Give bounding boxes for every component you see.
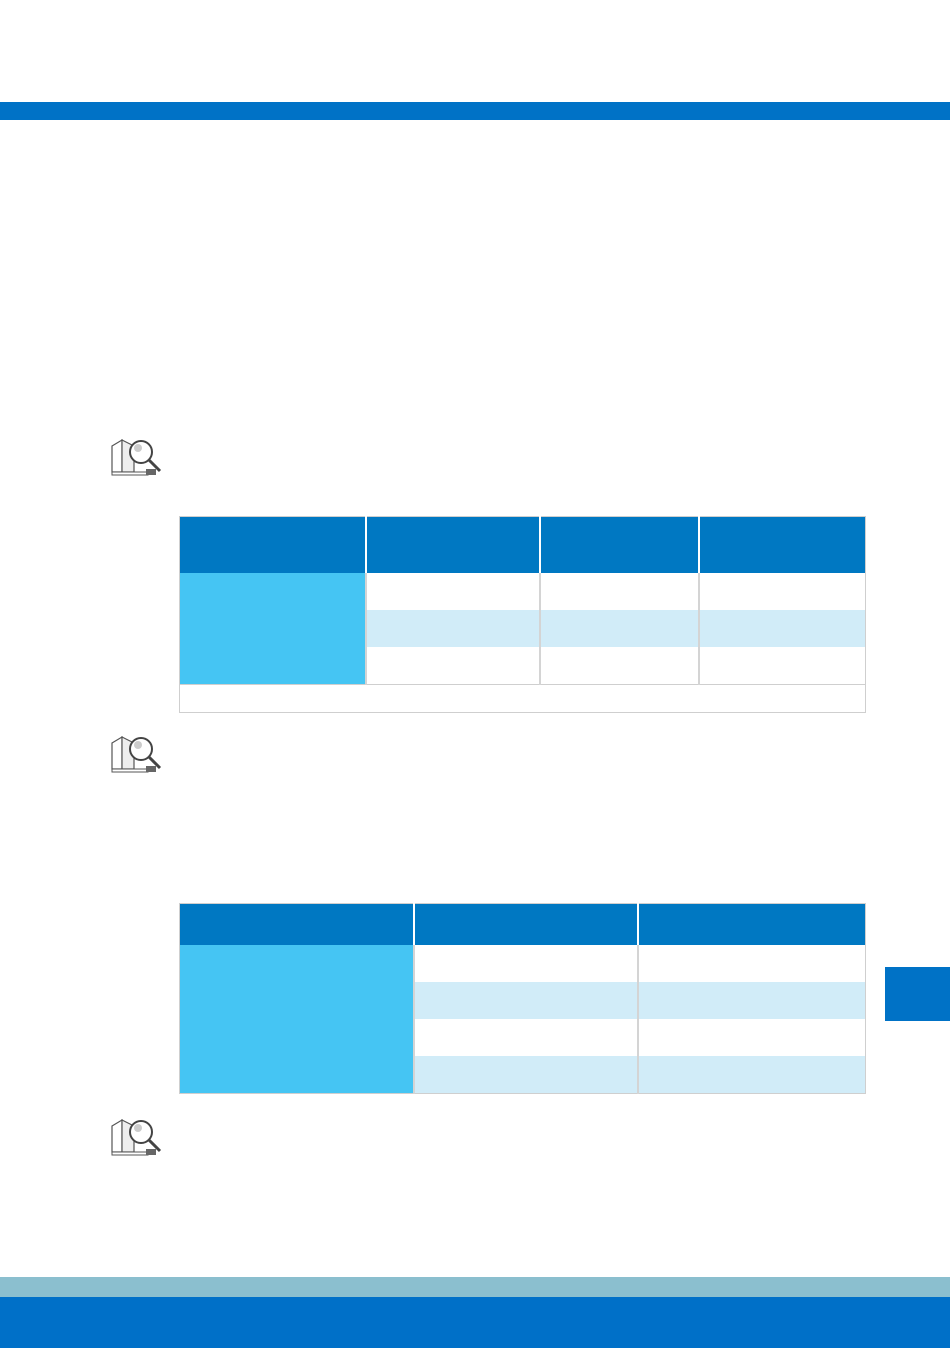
- row-header: [179, 610, 366, 647]
- top-accent-bar: [0, 102, 950, 120]
- table-footnote: [179, 684, 866, 713]
- table-cell: [637, 1019, 866, 1056]
- table-row: [179, 1056, 866, 1094]
- table-cell: [412, 1019, 639, 1056]
- column-header: [699, 516, 866, 573]
- table-cell: [698, 610, 866, 647]
- table-cell: [637, 945, 866, 982]
- table-cell: [539, 647, 700, 685]
- column-header: [638, 903, 866, 945]
- table-header-row: [179, 903, 866, 945]
- table-cell: [364, 573, 541, 610]
- row-header: [179, 1019, 414, 1056]
- row-header: [179, 647, 366, 685]
- table-cell: [364, 610, 541, 647]
- table-cell: [637, 982, 866, 1019]
- column-header: [413, 903, 640, 945]
- column-header: [179, 903, 415, 945]
- table-header-row: [179, 516, 866, 573]
- row-header: [179, 1056, 414, 1094]
- magnifier-document-icon: [110, 436, 165, 476]
- table-row: [179, 647, 866, 685]
- table-cell: [698, 573, 866, 610]
- row-header: [179, 945, 414, 982]
- row-header: [179, 573, 366, 610]
- table-cell: [364, 647, 541, 685]
- footer-bar: [0, 1297, 950, 1348]
- column-header: [179, 516, 367, 573]
- column-header: [365, 516, 542, 573]
- table-row: [179, 573, 866, 610]
- table-row: [179, 982, 866, 1019]
- table-cell: [412, 982, 639, 1019]
- table-row: [179, 945, 866, 982]
- table-cell: [539, 573, 700, 610]
- table-cell: [637, 1056, 866, 1094]
- table-row: [179, 1019, 866, 1056]
- table-1: [179, 516, 866, 713]
- row-header: [179, 982, 414, 1019]
- magnifier-document-icon: [110, 733, 165, 773]
- magnifier-document-icon: [110, 1116, 165, 1156]
- table-cell: [412, 945, 639, 982]
- table-row: [179, 610, 866, 647]
- column-header: [540, 516, 701, 573]
- footer-accent-strip: [0, 1277, 950, 1297]
- table-cell: [412, 1056, 639, 1094]
- chapter-side-tab: [885, 967, 950, 1021]
- table-2: [179, 903, 866, 1094]
- table-cell: [539, 610, 700, 647]
- table-cell: [698, 647, 866, 685]
- table-footnote-row: [179, 684, 866, 713]
